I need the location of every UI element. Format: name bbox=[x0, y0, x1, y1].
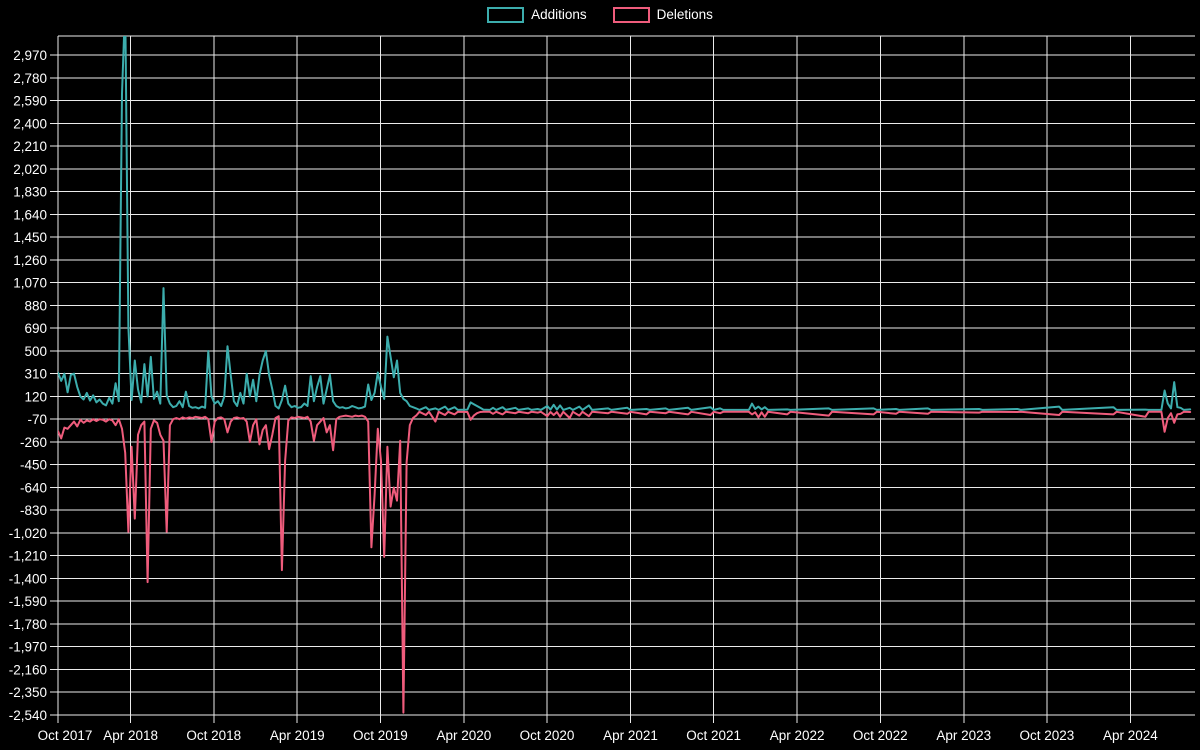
y-axis-tick-label: -450 bbox=[20, 458, 47, 473]
y-axis-tick-label: -260 bbox=[20, 435, 47, 450]
additions-swatch-icon bbox=[487, 7, 525, 23]
y-axis-tick-label: 1,640 bbox=[13, 207, 47, 222]
x-axis-tick-label: Oct 2022 bbox=[853, 728, 908, 743]
additions-line bbox=[58, 36, 1192, 411]
legend-item-additions[interactable]: Additions bbox=[487, 7, 587, 23]
y-axis-tick-label: 1,070 bbox=[13, 276, 47, 291]
y-axis-tick-label: -1,780 bbox=[9, 617, 47, 632]
y-axis-tick-label: -1,210 bbox=[9, 549, 47, 564]
y-axis-tick-label: 500 bbox=[24, 344, 47, 359]
y-axis-tick-label: -830 bbox=[20, 503, 47, 518]
y-axis-tick-label: 2,400 bbox=[13, 116, 47, 131]
y-axis-tick-label: -1,020 bbox=[9, 526, 47, 541]
y-axis-tick-label: -1,590 bbox=[9, 594, 47, 609]
y-axis-tick-label: 1,450 bbox=[13, 230, 47, 245]
legend-item-deletions[interactable]: Deletions bbox=[612, 7, 713, 23]
x-axis-tick-label: Apr 2022 bbox=[770, 728, 825, 743]
y-axis-tick-label: 880 bbox=[24, 298, 47, 313]
y-axis-tick-label: 1,260 bbox=[13, 253, 47, 268]
x-axis-tick-label: Apr 2020 bbox=[436, 728, 491, 743]
legend-label-deletions: Deletions bbox=[656, 7, 713, 22]
x-axis-tick-label: Oct 2017 bbox=[38, 728, 93, 743]
deletions-line bbox=[58, 410, 1192, 714]
chart-legend: Additions Deletions bbox=[0, 7, 1200, 23]
y-axis-tick-label: -2,350 bbox=[9, 685, 47, 700]
y-axis-tick-label: 310 bbox=[24, 367, 47, 382]
x-axis-tick-label: Oct 2021 bbox=[686, 728, 741, 743]
y-axis-tick-label: 690 bbox=[24, 321, 47, 336]
x-axis-tick-label: Oct 2019 bbox=[353, 728, 408, 743]
y-axis-tick-label: -2,160 bbox=[9, 662, 47, 677]
y-axis-tick-label: 2,020 bbox=[13, 162, 47, 177]
x-axis-tick-label: Apr 2021 bbox=[603, 728, 658, 743]
x-axis-tick-label: Oct 2020 bbox=[520, 728, 575, 743]
x-axis-tick-label: Oct 2018 bbox=[186, 728, 241, 743]
y-axis-tick-label: -1,400 bbox=[9, 571, 47, 586]
y-axis-tick-label: -1,970 bbox=[9, 640, 47, 655]
deletions-swatch-icon bbox=[612, 7, 650, 23]
legend-label-additions: Additions bbox=[531, 7, 587, 22]
y-axis-tick-label: -640 bbox=[20, 480, 47, 495]
x-axis-tick-label: Apr 2024 bbox=[1103, 728, 1158, 743]
x-axis-tick-label: Oct 2023 bbox=[1020, 728, 1075, 743]
y-axis-tick-label: 2,590 bbox=[13, 94, 47, 109]
y-axis-tick-label: 2,210 bbox=[13, 139, 47, 154]
x-axis-tick-label: Apr 2019 bbox=[270, 728, 325, 743]
y-axis-tick-label: 2,970 bbox=[13, 48, 47, 63]
x-axis-tick-label: Apr 2018 bbox=[103, 728, 158, 743]
gridlines bbox=[50, 35, 1195, 723]
y-axis-tick-label: 1,830 bbox=[13, 185, 47, 200]
y-axis-tick-label: 2,780 bbox=[13, 71, 47, 86]
y-axis-tick-label: -2,540 bbox=[9, 708, 47, 723]
y-axis-tick-label: 120 bbox=[24, 389, 47, 404]
y-axis-tick-label: -70 bbox=[27, 412, 47, 427]
x-axis-tick-label: Apr 2023 bbox=[936, 728, 991, 743]
